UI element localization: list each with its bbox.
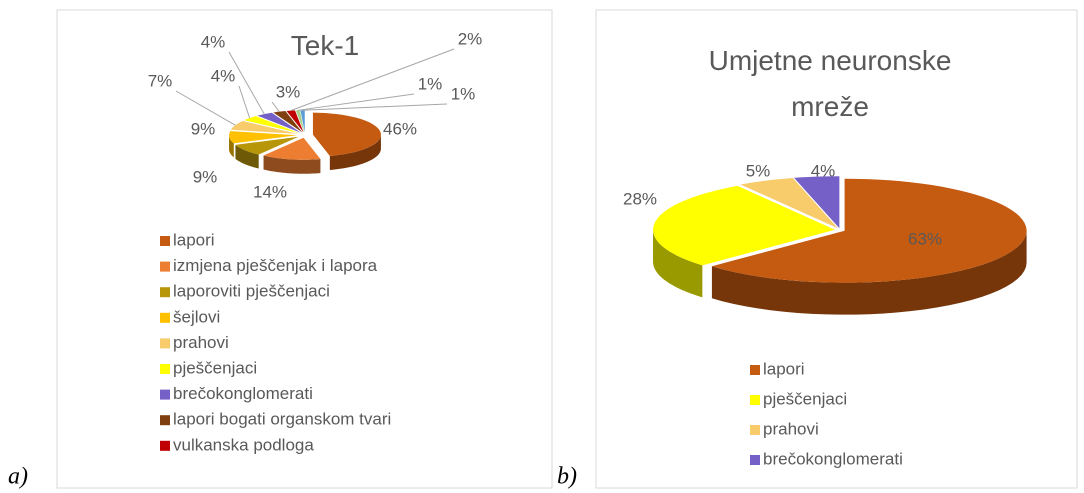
leader-line <box>271 101 280 112</box>
data-label: 4% <box>211 66 236 85</box>
slice <box>263 137 321 160</box>
legend-swatch <box>160 261 170 272</box>
data-label: 9% <box>193 167 218 186</box>
data-label: 5% <box>746 161 771 180</box>
data-label: 4% <box>201 32 226 51</box>
legend-swatch <box>750 395 760 405</box>
panel-label: a) <box>8 464 28 490</box>
data-label: 2% <box>458 29 483 48</box>
slice <box>711 178 1027 283</box>
leader-line <box>228 51 265 115</box>
legend-label: lapori <box>763 359 805 378</box>
legend-swatch <box>160 236 170 246</box>
slice-side <box>653 229 703 298</box>
leader-line <box>302 103 448 111</box>
slice-side <box>263 155 321 174</box>
slice <box>794 176 840 229</box>
slice <box>257 112 301 133</box>
legend-label: laporoviti pješčenjaci <box>173 282 330 301</box>
slice-side <box>711 230 1027 315</box>
slice <box>286 110 304 133</box>
slice-side <box>329 134 381 170</box>
legend-label: izmjena pješčenjak i lapora <box>173 256 378 275</box>
slice-side <box>229 135 234 158</box>
legend-swatch <box>160 312 170 323</box>
slice <box>312 112 381 156</box>
legend-label: pješčenjaci <box>763 389 847 408</box>
slice <box>653 185 836 266</box>
legend-label: brečokonglomerati <box>763 449 903 468</box>
chart-frame <box>56 9 553 489</box>
data-label: 14% <box>253 182 287 201</box>
slice <box>300 110 305 133</box>
legend-swatch <box>750 365 760 375</box>
slice <box>229 131 298 144</box>
legend-label: lapori bogati organskom tvari <box>173 410 391 429</box>
leader-line <box>238 85 251 119</box>
legend-label: prahovi <box>173 333 229 352</box>
legend-swatch <box>160 338 170 349</box>
legend-label: pješčenjaci <box>173 358 257 377</box>
slice-side <box>235 144 259 169</box>
legend-swatch <box>750 425 760 435</box>
legend-label: šejlovi <box>173 307 220 326</box>
slice <box>235 136 299 155</box>
legend-label: brečokonglomerati <box>173 384 313 403</box>
slice <box>230 120 298 134</box>
panel-label: b) <box>557 464 577 490</box>
leader-line <box>175 90 236 126</box>
legend-swatch <box>160 364 170 374</box>
chart-title: Umjetne neuronske mreže <box>708 45 952 122</box>
data-label: 7% <box>148 71 173 90</box>
leader-line <box>290 48 455 112</box>
data-label: 9% <box>191 119 216 138</box>
legend-label: lapori <box>173 230 215 249</box>
slice <box>295 110 305 133</box>
slice <box>740 178 839 229</box>
data-label: 28% <box>623 189 657 208</box>
data-label: 1% <box>418 74 443 93</box>
legend-swatch <box>750 455 760 465</box>
legend-swatch <box>160 287 170 298</box>
leader-line <box>297 93 415 111</box>
slice <box>244 116 300 134</box>
legend-swatch <box>160 440 170 451</box>
legend-swatch <box>160 389 170 400</box>
legend-swatch <box>160 415 170 426</box>
data-label: 4% <box>811 161 836 180</box>
slice <box>273 111 303 133</box>
chart-title: Tek-1 <box>290 30 360 61</box>
data-label: 1% <box>451 84 476 103</box>
data-label: 3% <box>276 82 301 101</box>
legend-label: vulkanska podloga <box>173 435 314 454</box>
legend-label: prahovi <box>763 419 819 438</box>
data-label: 63% <box>908 229 942 248</box>
data-label: 46% <box>383 119 417 138</box>
